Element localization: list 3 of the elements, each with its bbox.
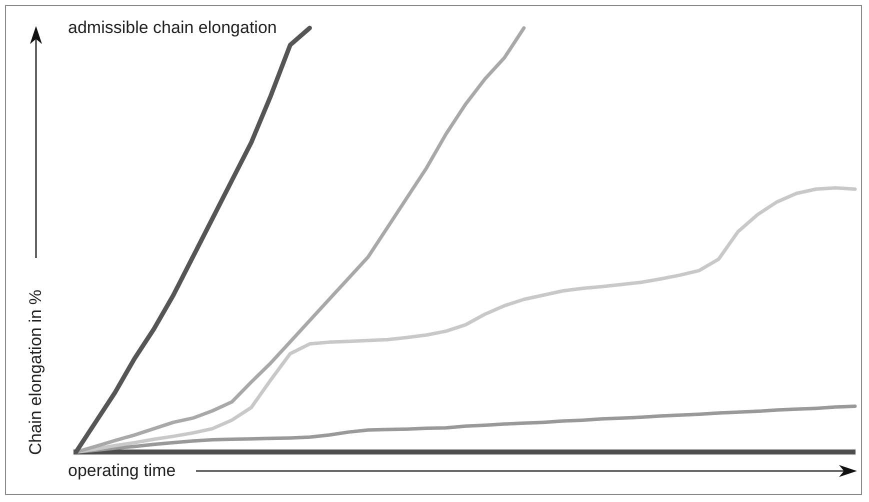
annotation: admissible chain elongation — [68, 18, 277, 37]
x-axis-title: operating time — [68, 461, 176, 480]
y-axis-title: Chain elongation in % — [26, 290, 45, 455]
